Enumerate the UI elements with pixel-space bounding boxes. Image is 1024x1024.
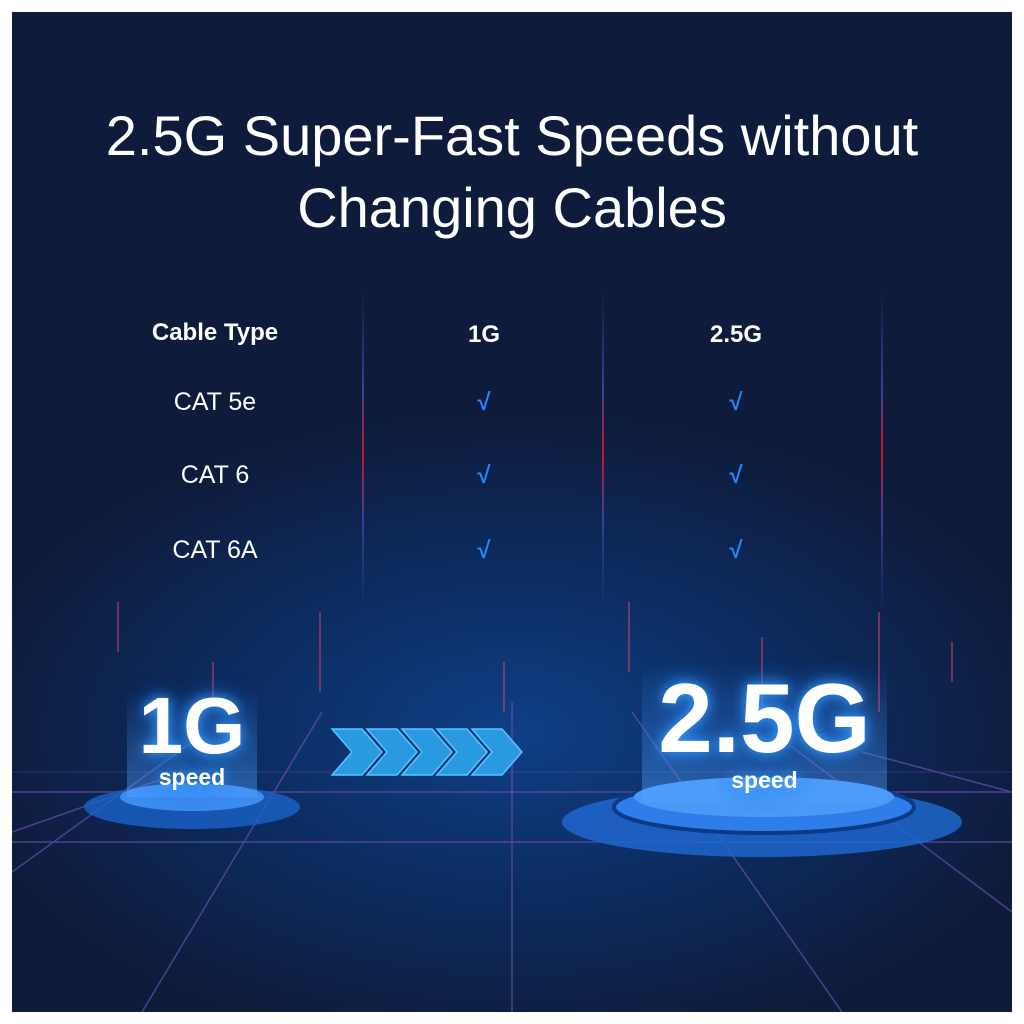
title-line-1: 2.5G Super-Fast Speeds without <box>105 104 919 167</box>
title-line-2: Changing Cables <box>297 176 727 239</box>
header-cable-type: Cable Type <box>151 319 279 346</box>
cable-cat5e: CAT 5e <box>173 388 257 416</box>
light-beam-right <box>642 662 887 802</box>
left-speed-label: speed <box>158 764 226 790</box>
column-divider <box>602 292 604 612</box>
right-speed-label: speed <box>731 767 798 793</box>
column-divider <box>362 292 364 612</box>
banner: 2.5G Super-Fast Speeds without Changing … <box>12 12 1012 1012</box>
light-beam-left <box>127 692 257 797</box>
check-icon: √ <box>477 462 491 489</box>
left-speed-value: 1G <box>138 681 246 770</box>
chevrons-right-icon <box>330 728 523 776</box>
header-1g: 1G <box>467 321 500 348</box>
check-icon: √ <box>477 389 491 416</box>
right-speed-value: 2.5G <box>658 663 871 773</box>
check-icon: √ <box>729 537 743 564</box>
check-icon: √ <box>729 462 743 489</box>
column-divider <box>881 292 883 612</box>
cable-cat6a: CAT 6A <box>172 536 258 564</box>
check-icon: √ <box>729 389 743 416</box>
cable-cat6: CAT 6 <box>180 461 250 489</box>
platform-rings <box>84 777 962 857</box>
header-2-5g: 2.5G <box>709 321 763 348</box>
page-title: 2.5G Super-Fast Speeds without Changing … <box>12 100 1012 244</box>
check-icon: √ <box>477 537 491 564</box>
grid-floor <box>12 602 1012 1012</box>
